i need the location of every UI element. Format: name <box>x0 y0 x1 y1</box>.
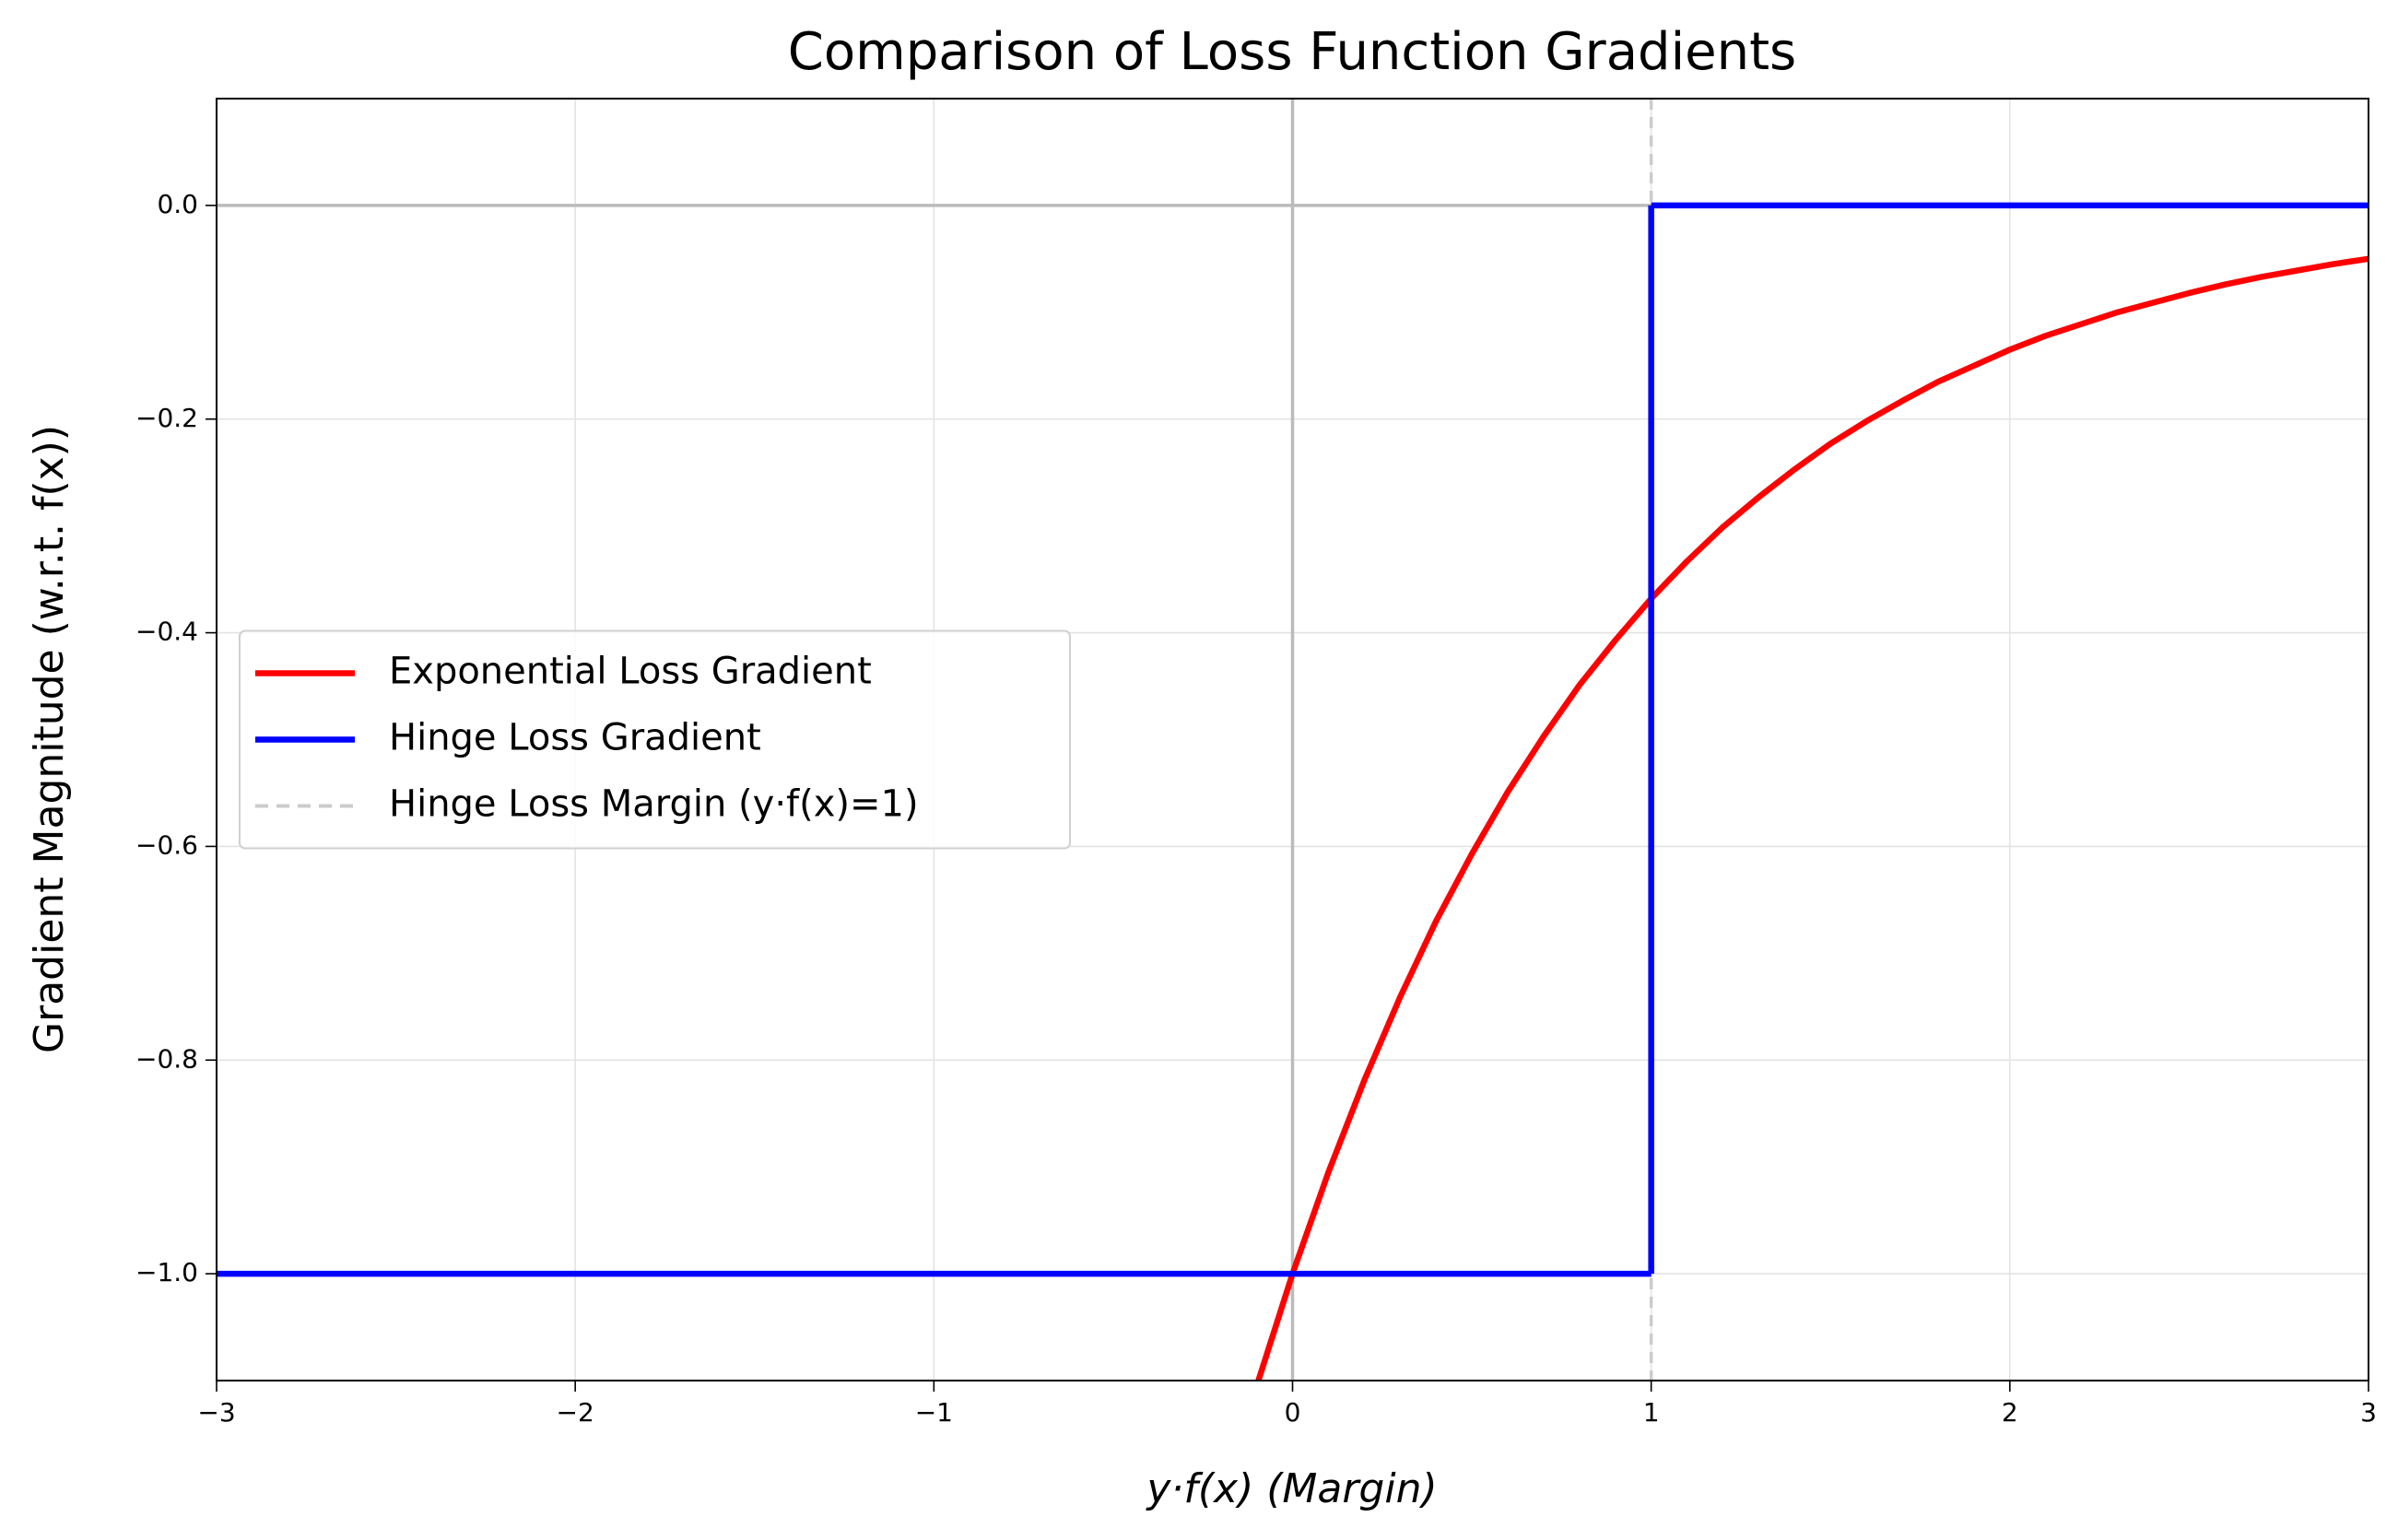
y-tick-label: −0.6 <box>135 829 198 860</box>
y-tick-label: −0.8 <box>135 1043 198 1074</box>
legend-label: Hinge Loss Gradient <box>389 717 761 759</box>
legend-label: Exponential Loss Gradient <box>389 651 872 693</box>
legend-box <box>239 629 1071 850</box>
x-tick-label: 3 <box>2360 1397 2377 1428</box>
plot-frame <box>216 98 2369 1381</box>
y-tick-label: −1.0 <box>135 1257 198 1287</box>
legend-label: Hinge Loss Margin (y·f(x)=1) <box>389 783 919 826</box>
y-tick-label: −0.4 <box>135 617 198 647</box>
y-tick-label: −0.2 <box>135 403 198 433</box>
chart-title: Comparison of Loss Function Gradients <box>788 22 1796 82</box>
x-tick-label: 0 <box>1285 1397 1301 1428</box>
x-tick-label: −2 <box>557 1397 594 1428</box>
line-series <box>1255 255 2369 1381</box>
x-axis-label: y·f(x) (Margin) <box>1145 1465 1437 1512</box>
x-tick-label: 2 <box>2002 1397 2018 1428</box>
y-tick-label: 0.0 <box>157 189 198 219</box>
y-axis-label: Gradient Magnitude (w.r.t. f(x)) <box>26 425 73 1053</box>
x-tick-label: −1 <box>915 1397 953 1428</box>
x-tick-label: 1 <box>1643 1397 1660 1428</box>
x-tick-label: −3 <box>197 1397 235 1428</box>
plot-area <box>217 99 2369 1381</box>
